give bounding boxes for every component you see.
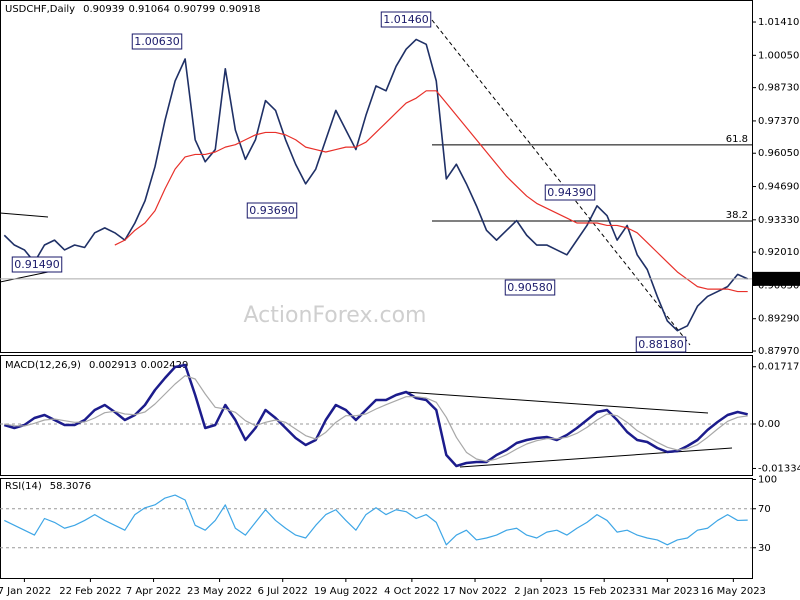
y-tick-label: 0.87970	[758, 346, 799, 357]
y-tick-label: 0.98730	[758, 83, 799, 94]
price-label-box	[544, 184, 596, 201]
y-tick-label: 0.017176	[758, 362, 800, 373]
price-label-box	[504, 279, 556, 296]
panel-header: USDCHF,Daily 0.90939 0.91064 0.90799 0.90918	[5, 4, 261, 15]
panel-title: USDCHF,Daily	[5, 4, 75, 15]
y-tick-label: 0.96050	[758, 148, 799, 159]
price-label: 0.88180	[635, 336, 687, 353]
current-price-tag	[752, 271, 800, 286]
price-label-text: 1.01460	[383, 13, 429, 26]
y-tick-label: 0.89290	[758, 314, 799, 325]
header-value: 0.002429	[141, 360, 189, 371]
header-value: 58.3076	[50, 481, 91, 492]
y-tick-label: 1.01410	[758, 17, 799, 28]
macd-trend-line	[404, 391, 709, 414]
header-value: 0.90918	[219, 4, 260, 15]
series-line	[3, 38, 749, 332]
panel-header: MACD(12,26,9) 0.002913 0.002429	[5, 360, 188, 371]
price-label-text: 0.93690	[249, 204, 295, 217]
x-tick-label: 7 Apr 2022	[126, 586, 181, 597]
price-label: 0.91490	[11, 256, 63, 273]
series-line	[114, 90, 748, 293]
y-tick-label: 0.93330	[758, 215, 799, 226]
price-label-text: 0.88180	[638, 338, 684, 351]
x-tick-label: 7 Jan 2022	[0, 586, 51, 597]
y-tick-label: 0.97370	[758, 116, 799, 127]
price-label: 0.93690	[246, 202, 298, 219]
channel-line	[0, 212, 49, 218]
price-label-box	[380, 11, 432, 28]
price-label-box	[131, 33, 183, 50]
x-tick-label: 16 May 2023	[701, 586, 766, 597]
x-tick-label: 6 Jul 2022	[258, 586, 308, 597]
price-label: 0.90580	[504, 279, 556, 296]
x-tick-label: 15 Feb 2023	[573, 586, 635, 597]
x-tick-label: 17 Nov 2022	[443, 586, 507, 597]
header-value: 0.91064	[128, 4, 169, 15]
price-label-box	[11, 256, 63, 273]
price-label-box	[635, 336, 687, 353]
panel-title: RSI(14)	[5, 481, 42, 492]
panel-header: RSI(14) 58.3076	[5, 481, 91, 492]
x-tick-label: 23 May 2022	[187, 586, 252, 597]
price-panel	[0, 0, 753, 353]
channel-line	[0, 271, 49, 283]
price-label-text: 1.00630	[134, 35, 180, 48]
y-tick-label: 30	[758, 543, 771, 554]
price-label: 1.01460	[380, 11, 432, 28]
price-label: 0.94390	[544, 184, 596, 201]
series-line	[4, 375, 748, 462]
fib-label: 38.2	[726, 210, 748, 221]
price-label-text: 0.94390	[547, 186, 593, 199]
header-value: 0.002913	[89, 360, 137, 371]
panel-title: MACD(12,26,9)	[5, 360, 81, 371]
y-tick-label: 70	[758, 504, 771, 515]
x-tick-label: 31 Mar 2023	[636, 586, 699, 597]
y-tick-label: 100	[758, 475, 777, 486]
x-tick-label: 2 Jan 2023	[514, 586, 568, 597]
header-value: 0.90939	[83, 4, 124, 15]
series-line	[4, 494, 748, 546]
header-value: 0.90799	[174, 4, 215, 15]
series-line	[3, 363, 748, 468]
macd-trend-line	[459, 447, 733, 468]
trend-line	[431, 19, 691, 346]
y-tick-label: 0.00	[758, 419, 780, 430]
watermark: ActionForex.com	[244, 303, 427, 328]
x-tick-label: 19 Aug 2022	[314, 586, 378, 597]
y-tick-label: 1.00050	[758, 50, 799, 61]
x-tick-label: 4 Oct 2022	[384, 586, 439, 597]
macd-panel	[0, 355, 753, 476]
fib-label: 61.8	[726, 134, 748, 145]
x-tick-label: 22 Feb 2022	[59, 586, 121, 597]
y-tick-label: 0.92010	[758, 247, 799, 258]
price-label: 1.00630	[131, 33, 183, 50]
y-tick-label: -0.01334	[758, 463, 800, 474]
y-tick-label: 0.90650	[758, 280, 799, 291]
rsi-panel	[0, 478, 753, 579]
current-price-label: 0.90918	[756, 274, 800, 285]
price-label-text: 0.90580	[507, 281, 553, 294]
y-tick-label: 0.94690	[758, 182, 799, 193]
price-label-text: 0.91490	[14, 258, 60, 271]
price-label-box	[246, 202, 298, 219]
